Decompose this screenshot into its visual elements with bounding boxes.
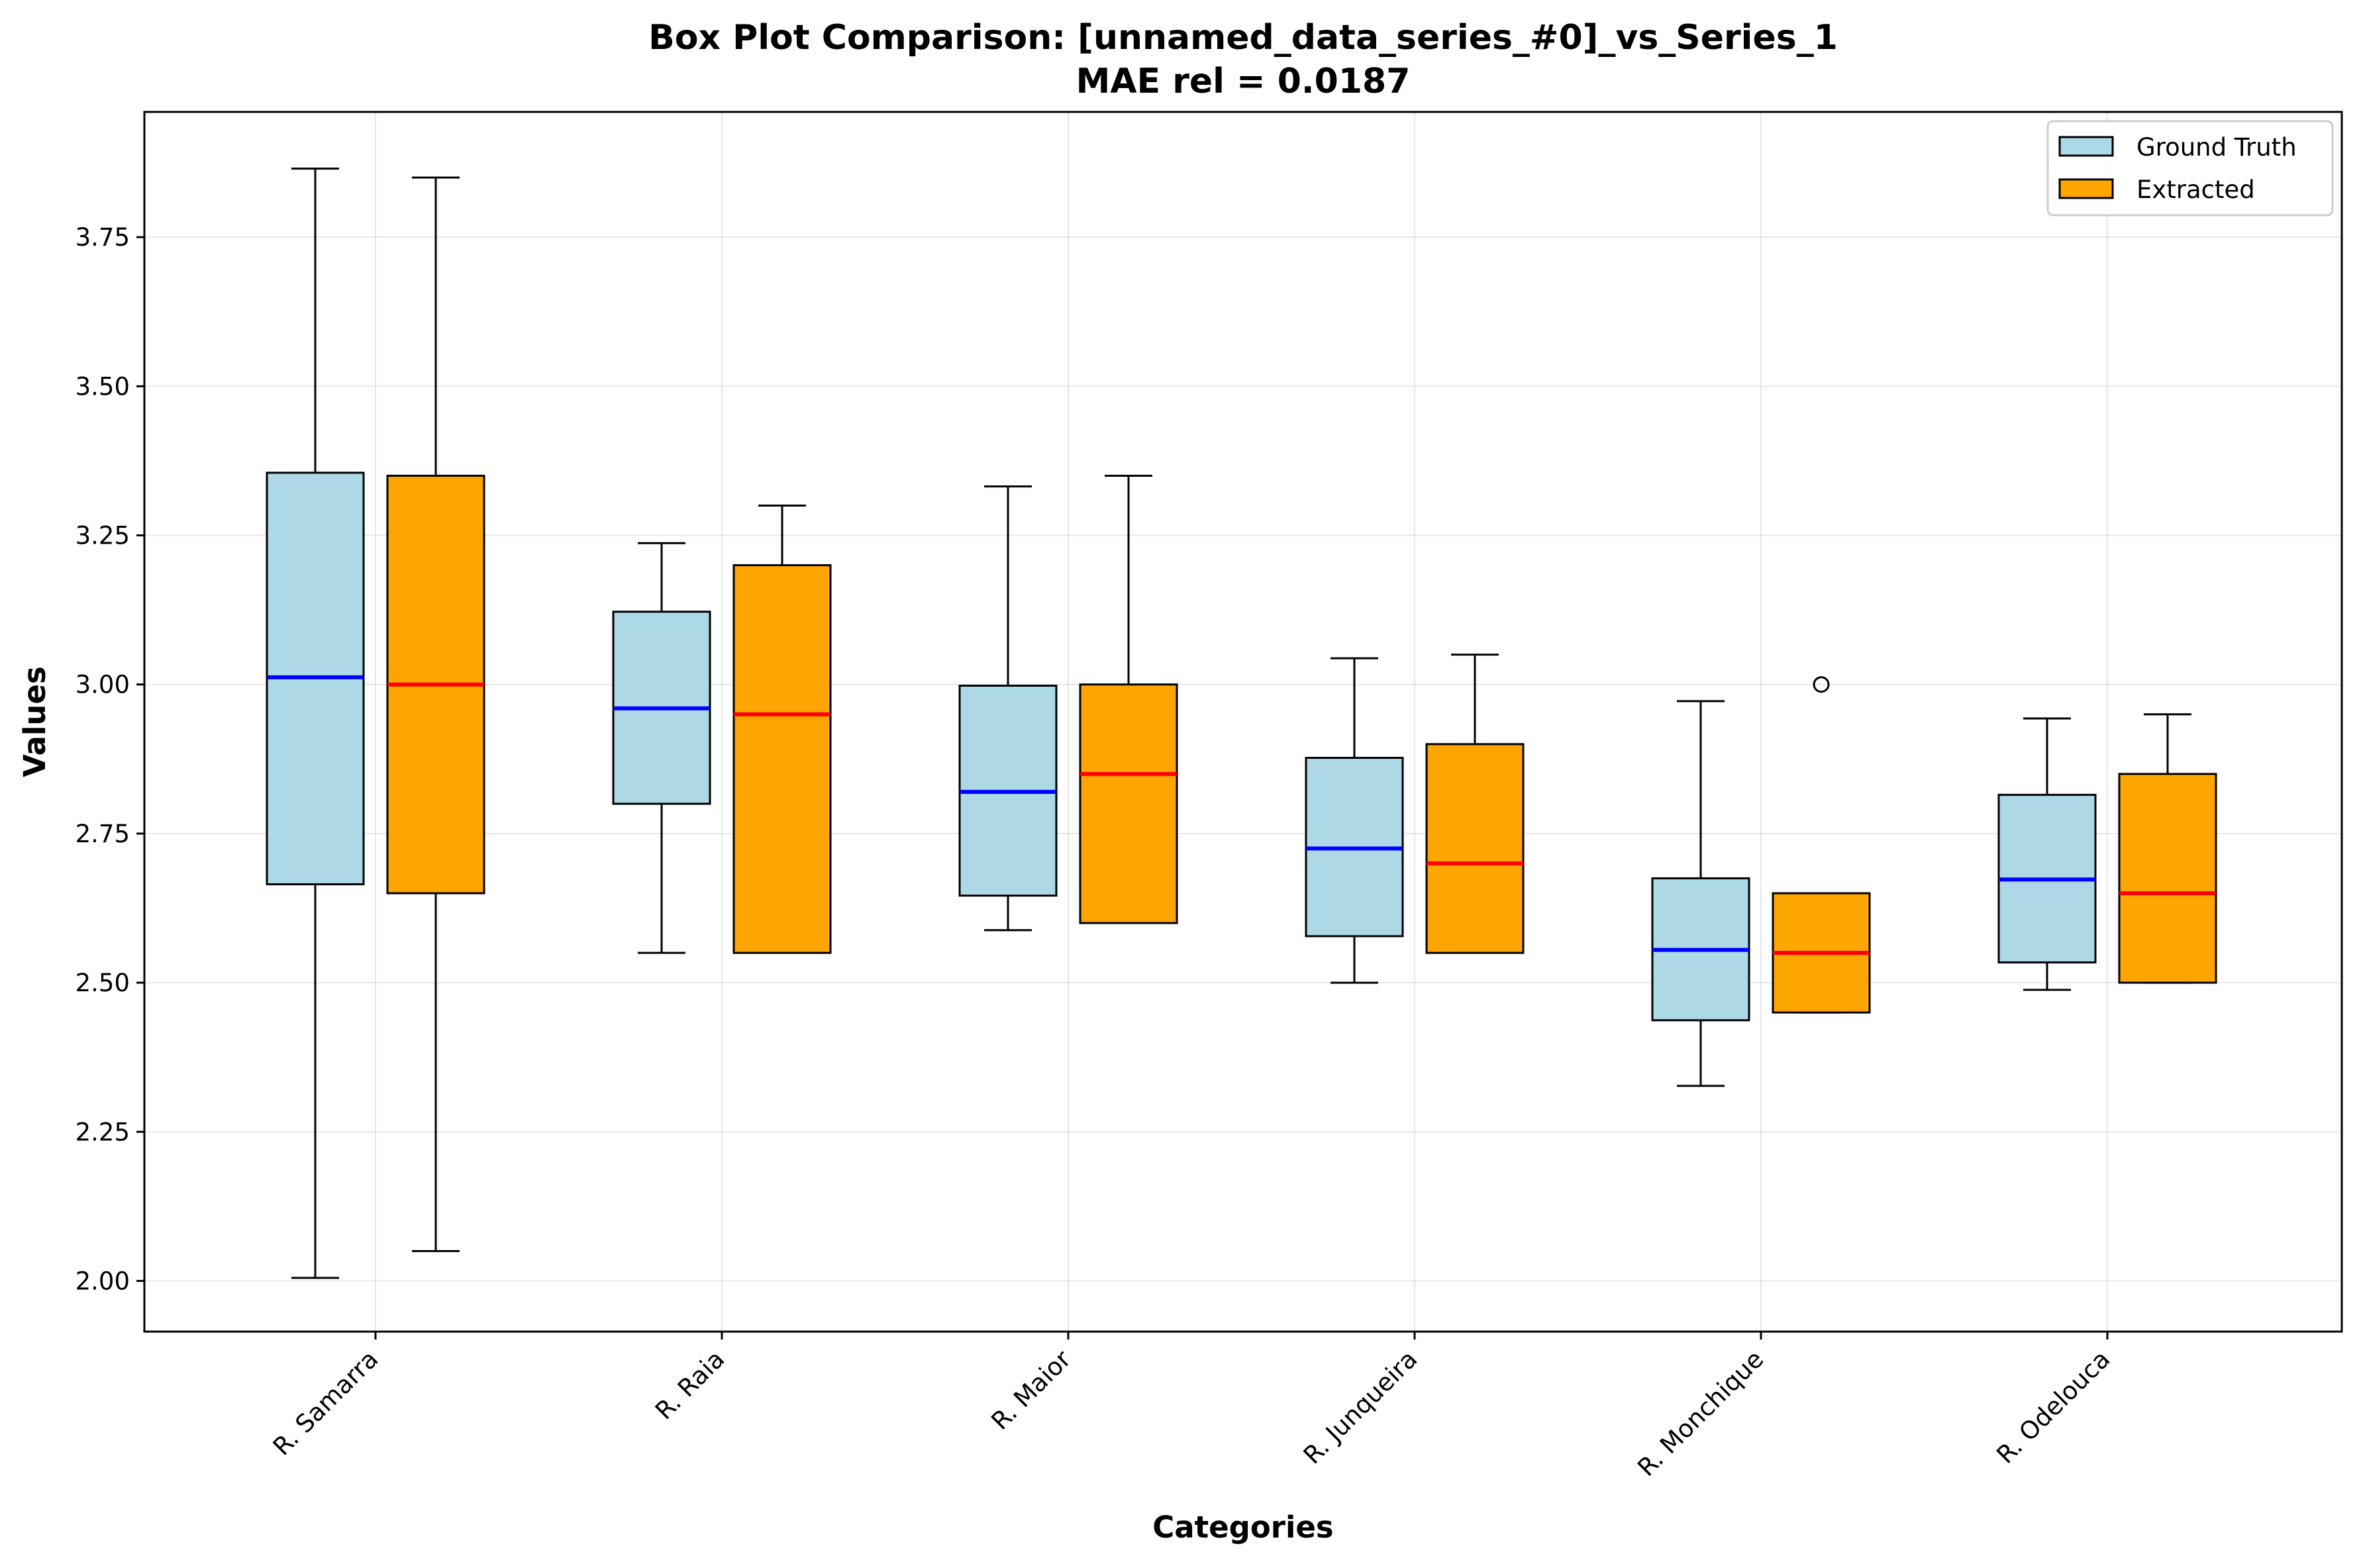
outlier-point	[1813, 676, 1830, 693]
legend-frame	[2046, 120, 2334, 217]
legend: Ground Truth Extracted	[2046, 120, 2334, 217]
box-extracted	[2118, 713, 2217, 984]
plot-area-frame	[143, 111, 2343, 1333]
box-body	[1079, 683, 1178, 924]
box-extracted	[1425, 654, 1525, 954]
legend-swatch-extracted	[2058, 178, 2114, 199]
box-ground-truth	[1997, 717, 2097, 991]
y-tick-label: 3.00	[75, 671, 130, 699]
x-axis-label: Categories	[1152, 1510, 1333, 1545]
box-extracted	[386, 176, 485, 1252]
chart-title: Box Plot Comparison: [unnamed_data_serie…	[648, 18, 1838, 58]
box-extracted	[1772, 676, 1871, 1014]
y-tick-label: 2.50	[75, 969, 130, 997]
y-tick-label: 3.50	[75, 372, 130, 401]
box-body	[732, 564, 832, 954]
box-ground-truth	[266, 168, 365, 1279]
box-extracted	[732, 504, 832, 954]
box-body	[2118, 773, 2217, 984]
y-tick-label: 2.75	[75, 820, 130, 848]
chart-subtitle: MAE rel = 0.0187	[1076, 62, 1411, 101]
y-tick-label: 2.25	[75, 1118, 130, 1146]
box-ground-truth	[1305, 657, 1404, 984]
y-tick-label: 3.75	[75, 223, 130, 252]
legend-label-ground-truth: Ground Truth	[2136, 133, 2297, 162]
box-extracted	[1079, 474, 1178, 924]
grid-lines	[144, 112, 2342, 1332]
box-ground-truth	[958, 485, 1058, 932]
box-ground-truth	[1651, 700, 1750, 1087]
y-tick-label: 2.00	[75, 1267, 130, 1295]
box-plots	[266, 168, 2217, 1279]
box-ground-truth	[612, 542, 711, 954]
y-axis-label: Values	[17, 666, 52, 777]
legend-label-extracted: Extracted	[2136, 175, 2255, 204]
y-tick-label: 3.25	[75, 522, 130, 550]
box-body	[1425, 743, 1525, 954]
legend-swatch-ground-truth	[2058, 136, 2114, 157]
